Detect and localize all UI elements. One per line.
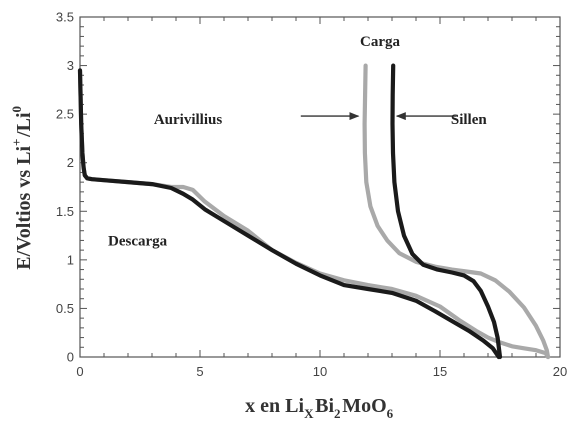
x-tick-label: 10 xyxy=(313,364,327,379)
axis-tick-labels: 0 5 10 15 20 0 0.5 1 1.5 2 2.5 3 3.5 xyxy=(56,10,567,380)
series-line-sillen-discharge xyxy=(77,68,501,360)
axis-label-part: MoO xyxy=(342,395,386,417)
axis-label-part: + xyxy=(9,139,24,146)
x-tick-label: 15 xyxy=(433,364,447,379)
axis-label-part: /Li xyxy=(13,112,35,138)
y-tick-label: 3 xyxy=(67,58,74,73)
y-tick-label: 2 xyxy=(67,155,74,170)
axis-label-part: E/Voltios vs Li xyxy=(13,146,35,270)
x-tick-label: 20 xyxy=(553,364,567,379)
series-line-sillen-charge xyxy=(390,63,503,360)
y-tick-label: 2.5 xyxy=(56,107,74,122)
annotation-labels: Carga Aurivillius Sillen Descarga xyxy=(108,34,487,249)
axis-label-part: X xyxy=(304,406,314,421)
series-layer xyxy=(77,63,551,360)
y-tick-label: 3.5 xyxy=(56,10,74,25)
y-axis-label: E/Voltios vs Li+ /Li0 xyxy=(9,104,35,269)
axis-ticks xyxy=(79,16,561,358)
series-sillen xyxy=(77,63,503,360)
y-tick-label: 0.5 xyxy=(56,301,74,316)
annotation-aurivillius: Aurivillius xyxy=(154,112,223,128)
y-tick-label: 1.5 xyxy=(56,204,74,219)
x-axis-label: x en LiX Bi2 MoO6 xyxy=(245,395,395,421)
x-tick-label: 0 xyxy=(76,364,83,379)
axis-label-part: 6 xyxy=(387,406,394,421)
axis-label-part: 2 xyxy=(334,406,341,421)
y-tick-label: 1 xyxy=(67,252,74,267)
y-tick-label: 0 xyxy=(67,350,74,365)
annotation-carga: Carga xyxy=(360,34,400,50)
annotation-descarga: Descarga xyxy=(108,233,168,249)
axis-label-part: 0 xyxy=(9,106,24,113)
axis-label-part: x en Li xyxy=(245,395,304,417)
x-tick-label: 5 xyxy=(196,364,203,379)
annotation-sillen: Sillen xyxy=(451,112,488,128)
axis-label-part: Bi xyxy=(315,395,334,417)
